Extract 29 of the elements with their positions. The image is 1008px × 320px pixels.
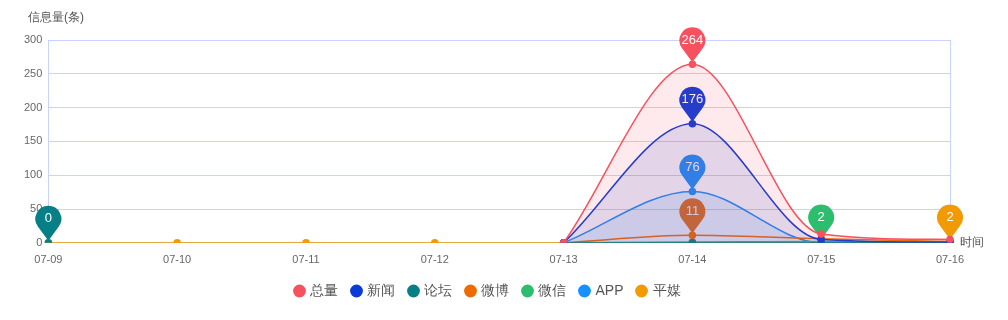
data-label: 11 (685, 202, 700, 218)
x-tick-label: 07-13 (549, 253, 578, 266)
x-tick-label: 07-10 (163, 253, 192, 266)
legend-label: 微博 (481, 281, 510, 298)
y-tick-label: 0 (36, 235, 43, 248)
x-tick-label: 07-15 (807, 253, 836, 266)
y-tick-label: 300 (23, 33, 43, 46)
legend-label: 平媒 (652, 281, 681, 298)
x-tick-label: 07-09 (34, 253, 63, 266)
data-label: 264 (681, 31, 704, 47)
x-tick-label: 07-11 (292, 253, 320, 266)
data-label: 2 (817, 209, 825, 225)
y-axis-title: 信息量(条) (28, 10, 84, 25)
legend-label: 总量 (309, 281, 339, 298)
y-tick-label: 200 (23, 100, 43, 113)
data-label: 176 (681, 91, 704, 107)
y-tick-label: 250 (23, 66, 43, 79)
x-tick-label: 07-12 (420, 253, 449, 266)
y-tick-label: 150 (23, 134, 43, 147)
y-tick-label: 100 (23, 168, 43, 181)
x-tick-label: 07-14 (678, 253, 707, 266)
data-label: 2 (946, 209, 954, 225)
x-tick-label: 07-16 (935, 253, 965, 266)
data-label: 76 (685, 159, 700, 174)
legend-label: 论坛 (424, 281, 453, 298)
legend-label: 微信 (538, 281, 567, 298)
legend-label: APP (595, 281, 624, 298)
legend-label: 新闻 (367, 281, 396, 298)
x-axis-title: 时间 (960, 235, 984, 250)
